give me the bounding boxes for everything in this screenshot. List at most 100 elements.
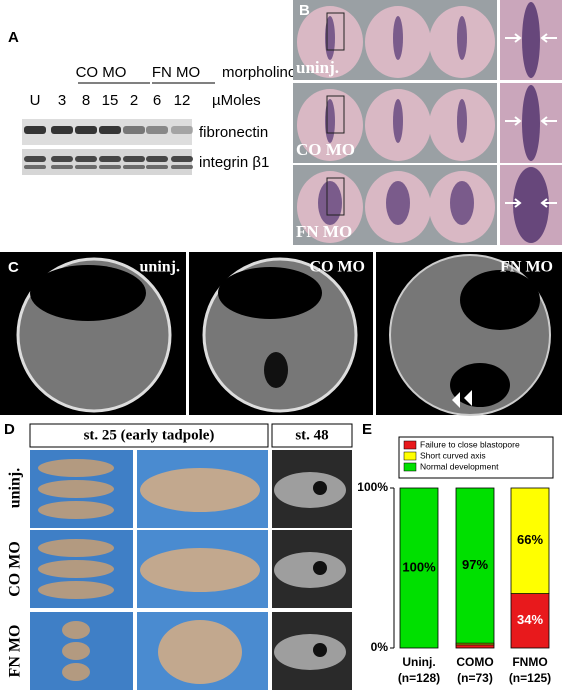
value-label: 34% xyxy=(517,612,543,627)
tadpole xyxy=(140,548,260,592)
band xyxy=(171,156,193,162)
tadpole xyxy=(62,621,90,639)
dose-label: 3 xyxy=(58,92,66,109)
panel-title: FN MO xyxy=(500,259,553,276)
stain xyxy=(513,167,549,243)
eye xyxy=(313,643,327,657)
band xyxy=(171,165,193,169)
header-box xyxy=(29,423,269,448)
legend-label: Failure to close blastopore xyxy=(420,439,520,449)
band xyxy=(75,126,97,134)
stain xyxy=(450,181,474,225)
row-label: FN MO xyxy=(7,625,24,678)
band xyxy=(24,165,46,169)
band xyxy=(146,126,168,134)
arrowhead xyxy=(464,390,472,406)
band xyxy=(75,156,97,162)
x-tick-label: COMO xyxy=(456,655,493,669)
band xyxy=(24,126,46,134)
tadpole xyxy=(158,620,242,684)
cavity xyxy=(450,363,510,407)
tadpole xyxy=(274,634,346,670)
value-label: 100% xyxy=(402,559,436,574)
x-tick-count: (n=125) xyxy=(509,671,551,685)
band xyxy=(146,165,168,169)
x-tick-label: FNMO xyxy=(512,655,547,669)
band xyxy=(51,156,73,162)
panel-a: A CO MO FN MO morpholino U 3 8 15 2 6 12 µMole… xyxy=(8,29,296,175)
tadpole xyxy=(140,468,260,512)
tadpole xyxy=(62,663,90,681)
legend-swatch xyxy=(403,440,417,450)
stain xyxy=(457,99,467,143)
band xyxy=(146,156,168,162)
x-tick-count: (n=73) xyxy=(457,671,493,685)
archenteron xyxy=(264,352,288,388)
stain xyxy=(393,16,403,60)
band xyxy=(123,165,145,169)
bar-segment xyxy=(399,487,439,649)
tadpole xyxy=(38,459,114,477)
arrow xyxy=(505,33,557,43)
panel-b: B uninj. CO MO FN MO xyxy=(293,0,562,245)
value-label: 97% xyxy=(462,557,488,572)
row-label: integrin β1 xyxy=(199,154,269,171)
panel-label: D xyxy=(4,421,15,438)
bar-segment xyxy=(455,487,495,644)
blastocoel xyxy=(30,265,146,321)
band xyxy=(123,126,145,134)
dose-label: 12 xyxy=(174,92,191,109)
legend-label: Normal development xyxy=(420,461,499,471)
legend-label: Short curved axis xyxy=(420,450,486,460)
tadpole xyxy=(38,480,114,498)
panel-label: E xyxy=(362,421,372,438)
arrowhead xyxy=(452,392,460,408)
band xyxy=(75,165,97,169)
dose-label: U xyxy=(30,92,41,109)
band xyxy=(99,165,121,169)
panel-c: C uninj. CO MO FN MO xyxy=(0,252,562,416)
tadpole xyxy=(38,501,114,519)
panel-label: A xyxy=(8,29,19,46)
tadpole xyxy=(274,552,346,588)
stain xyxy=(522,2,540,78)
blastocoel xyxy=(218,267,322,319)
group-label: FN MO xyxy=(152,64,200,81)
stain xyxy=(393,99,403,143)
band xyxy=(51,165,73,169)
row-label: FN MO xyxy=(296,222,352,241)
tadpole xyxy=(274,472,346,508)
row-label: CO MO xyxy=(7,541,24,597)
y-tick-label: 0% xyxy=(371,640,389,654)
header-box xyxy=(271,423,353,448)
row-label: uninj. xyxy=(296,58,339,77)
tadpole xyxy=(38,581,114,599)
header: st. 48 xyxy=(295,427,328,443)
value-label: 66% xyxy=(517,532,543,547)
group-caption: morpholino xyxy=(222,64,296,81)
dose-label: 6 xyxy=(153,92,161,109)
tadpole xyxy=(38,539,114,557)
dose-label: 8 xyxy=(82,92,90,109)
panel-label: B xyxy=(299,2,310,19)
bar-segment xyxy=(510,593,550,649)
header: st. 25 (early tadpole) xyxy=(84,427,215,443)
y-tick-label: 100% xyxy=(357,480,388,494)
bar-segment xyxy=(455,644,495,649)
dose-label: 2 xyxy=(130,92,138,109)
bar-segment xyxy=(510,487,550,594)
eye xyxy=(313,481,327,495)
arrow xyxy=(505,198,557,208)
band xyxy=(171,126,193,134)
band xyxy=(99,156,121,162)
eye xyxy=(313,561,327,575)
legend-swatch xyxy=(403,462,417,472)
band xyxy=(123,156,145,162)
stain xyxy=(522,85,540,161)
band xyxy=(24,156,46,162)
blastocoel xyxy=(460,270,540,330)
inset-box xyxy=(326,12,345,51)
dose-caption: µMoles xyxy=(212,92,261,109)
